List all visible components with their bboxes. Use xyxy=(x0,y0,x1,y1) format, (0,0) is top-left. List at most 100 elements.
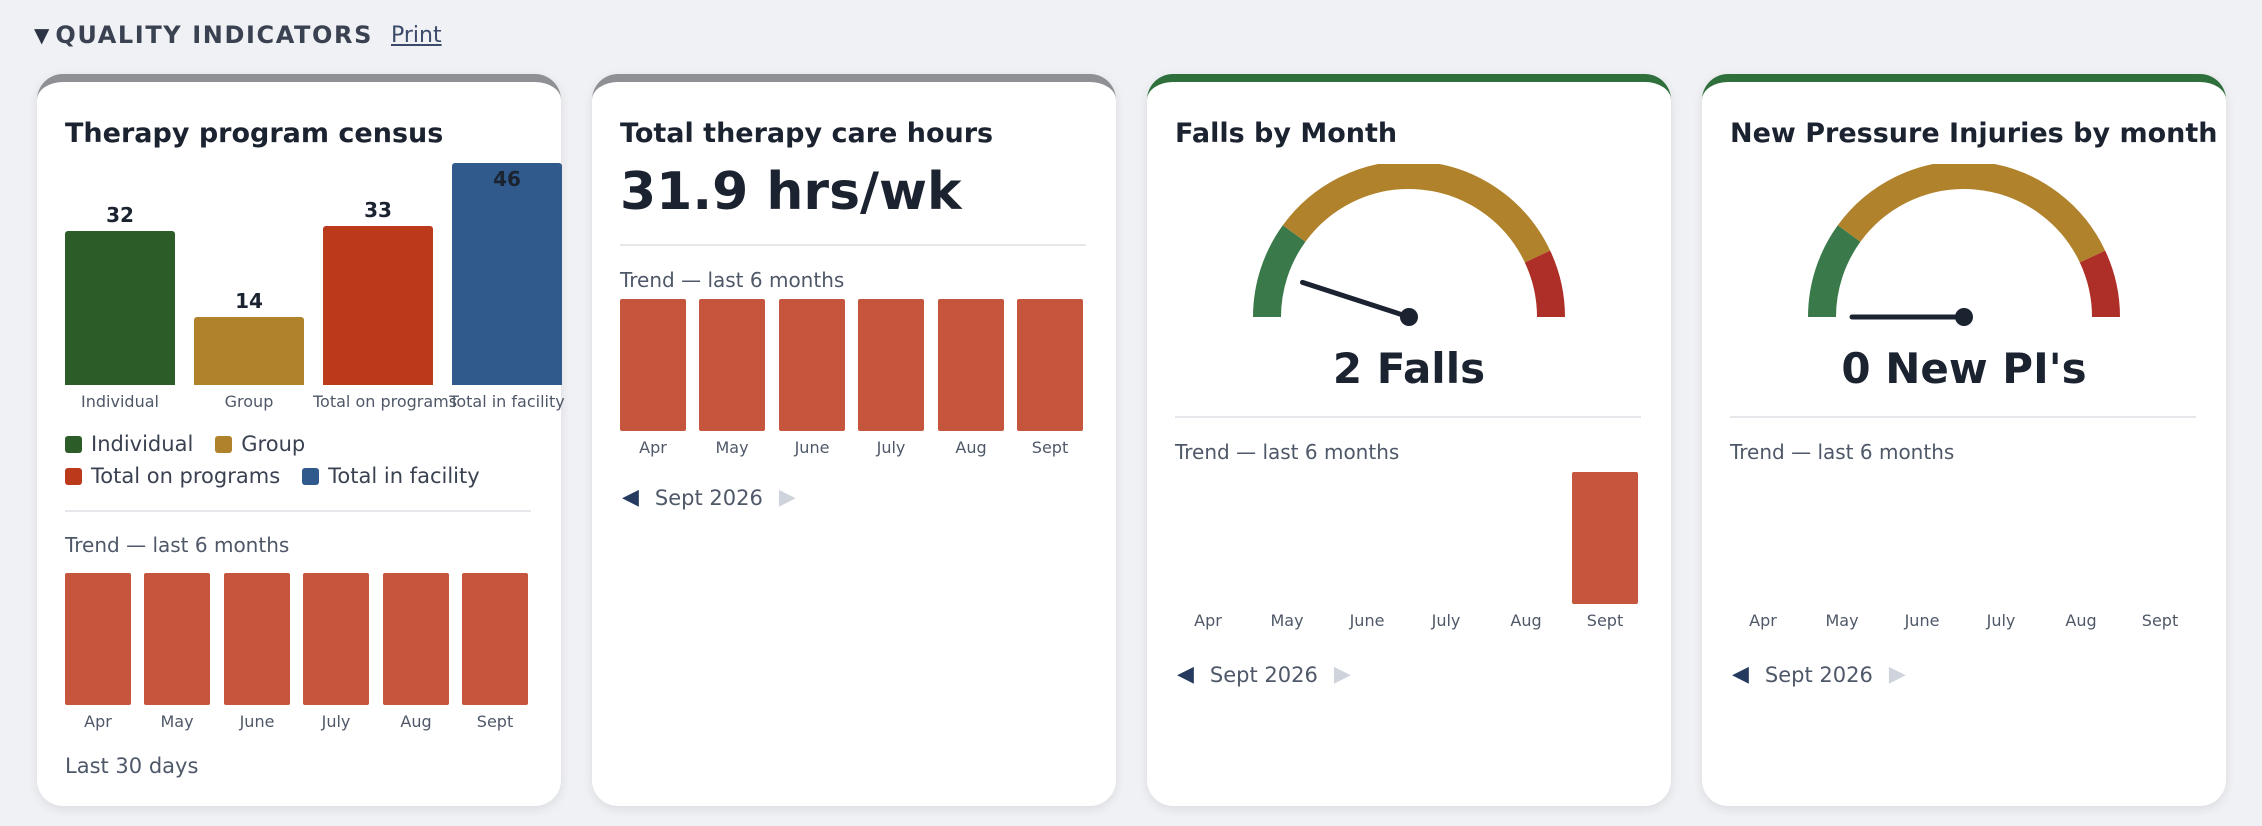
period-nav: ◀ Sept 2026 ▶ xyxy=(622,485,796,510)
legend-item: Total on programs xyxy=(65,464,280,488)
month-label: May xyxy=(160,712,194,731)
census-bar xyxy=(65,231,175,385)
prev-period-icon[interactable]: ◀ xyxy=(1177,662,1194,687)
trend-bar xyxy=(779,299,845,431)
month-label: Aug xyxy=(1510,611,1542,630)
card-title: New Pressure Injuries by month xyxy=(1730,118,2218,149)
trend-bar xyxy=(1572,472,1638,604)
month-label: Apr xyxy=(639,438,667,457)
hours-card: Total therapy care hours 31.9 hrs/wk Tre… xyxy=(592,74,1116,806)
divider xyxy=(65,510,531,512)
month-label: July xyxy=(1431,611,1461,630)
trend-label: Trend — last 6 months xyxy=(1175,440,1400,464)
month-label: May xyxy=(715,438,749,457)
prev-period-icon[interactable]: ◀ xyxy=(622,485,639,510)
month-label: May xyxy=(1825,611,1859,630)
trend-label: Trend — last 6 months xyxy=(65,533,290,557)
trend-bar xyxy=(65,573,131,705)
census-legend: Individual Group Total on programs Total in… xyxy=(65,432,545,496)
period-label: Sept 2026 xyxy=(1209,662,1318,687)
trend-bar xyxy=(462,573,528,705)
legend-label: Total in facility xyxy=(328,464,480,488)
collapse-caret-icon[interactable]: ▼ xyxy=(34,23,50,47)
bar-value-label: 14 xyxy=(235,289,263,313)
trend-bar xyxy=(224,573,290,705)
month-label: Aug xyxy=(955,438,987,457)
gauge-pivot xyxy=(1955,308,1973,326)
month-label: June xyxy=(1904,611,1940,630)
legend-item: Group xyxy=(215,432,305,456)
category-label: Total in facility xyxy=(449,392,565,411)
section-header: ▼ QUALITY INDICATORS Print xyxy=(34,18,442,52)
month-label: July xyxy=(321,712,351,731)
bar-value-label: 46 xyxy=(493,167,521,191)
falls-card: Falls by Month 2 Falls Trend — last 6 mo… xyxy=(1147,74,1671,806)
trend-label: Trend — last 6 months xyxy=(620,268,845,292)
trend-bar xyxy=(383,573,449,705)
month-label: Aug xyxy=(400,712,432,731)
gauge-green-band xyxy=(1253,225,1306,318)
legend-label: Total on programs xyxy=(91,464,281,488)
card-title: Therapy program census xyxy=(65,118,444,149)
category-label: Total on programs xyxy=(313,392,458,411)
hours-metric: 31.9 hrs/wk xyxy=(620,162,962,222)
bar-value-label: 33 xyxy=(364,198,392,222)
trend-bar xyxy=(303,573,369,705)
period-label: Sept 2026 xyxy=(654,485,763,510)
month-label: May xyxy=(1270,611,1304,630)
month-label: Sept xyxy=(1586,611,1624,630)
pressure-card: New Pressure Injuries by month 0 New PI'… xyxy=(1702,74,2226,806)
divider xyxy=(620,244,1086,246)
legend-item: Individual xyxy=(65,432,193,456)
legend-swatch xyxy=(215,435,233,453)
period-nav: ◀ Sept 2026 ▶ xyxy=(1732,662,1906,687)
gauge-green-band xyxy=(1808,225,1861,318)
month-label: June xyxy=(794,438,830,457)
trend-bar xyxy=(620,299,686,431)
census-bar xyxy=(323,226,433,385)
section-title: QUALITY INDICATORS xyxy=(55,21,373,49)
bar-value-label: 32 xyxy=(106,203,134,227)
prev-period-icon[interactable]: ◀ xyxy=(1732,662,1749,687)
census-bar xyxy=(194,317,304,385)
category-label: Individual xyxy=(81,392,159,411)
trend-bar xyxy=(1017,299,1083,431)
census-bar xyxy=(452,163,562,385)
card-title: Falls by Month xyxy=(1175,118,1398,149)
legend-label: Individual xyxy=(91,432,194,456)
period-label: Sept 2026 xyxy=(1764,662,1873,687)
month-label: Apr xyxy=(1749,611,1777,630)
trend-bar xyxy=(858,299,924,431)
month-label: Apr xyxy=(84,712,112,731)
gauge-pivot xyxy=(1400,308,1418,326)
gauge-needle xyxy=(1299,279,1412,320)
print-link[interactable]: Print xyxy=(390,22,442,48)
gauge-amber-band xyxy=(1282,164,1551,263)
gauge-value: 0 New PI's xyxy=(1841,344,2087,393)
next-period-icon[interactable]: ▶ xyxy=(778,485,796,510)
month-label: July xyxy=(1986,611,2016,630)
month-label: Apr xyxy=(1194,611,1222,630)
month-label: Aug xyxy=(2065,611,2097,630)
trend-label: Trend — last 6 months xyxy=(1730,440,1955,464)
legend-label: Group xyxy=(241,432,306,456)
month-label: Sept xyxy=(2141,611,2179,630)
legend-swatch xyxy=(65,435,82,453)
legend-swatch xyxy=(65,467,82,485)
gauge-red-band xyxy=(1524,250,1565,318)
trend-bar xyxy=(699,299,765,431)
next-period-icon[interactable]: ▶ xyxy=(1888,662,1906,687)
pressure-gauge xyxy=(1808,164,2120,326)
gauge-red-band xyxy=(2079,250,2120,318)
next-period-icon[interactable]: ▶ xyxy=(1333,662,1351,687)
legend-item: Total in facility xyxy=(302,464,480,488)
month-label: June xyxy=(239,712,275,731)
month-label: June xyxy=(1349,611,1385,630)
gauge-amber-band xyxy=(1837,164,2106,263)
legend-swatch xyxy=(302,467,320,485)
trend-bar xyxy=(144,573,210,705)
divider xyxy=(1730,416,2196,418)
falls-gauge xyxy=(1253,164,1565,326)
month-label: Sept xyxy=(476,712,514,731)
month-label: July xyxy=(876,438,906,457)
